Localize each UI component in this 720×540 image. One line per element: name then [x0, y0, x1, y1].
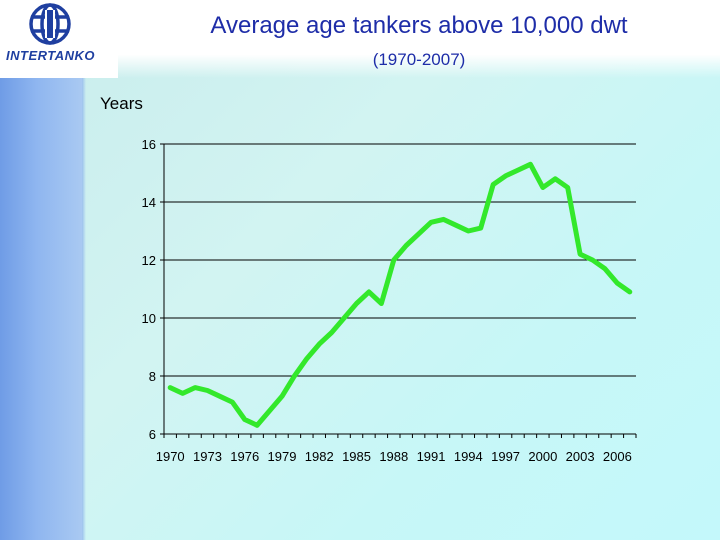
data-point: [292, 374, 296, 378]
y-tick-label: 12: [142, 253, 156, 268]
x-tick-label: 1979: [268, 449, 297, 464]
data-point: [280, 394, 284, 398]
data-point: [181, 391, 185, 395]
data-point: [603, 267, 607, 271]
data-point: [541, 186, 545, 189]
data-point: [615, 281, 619, 285]
data-point: [628, 290, 632, 294]
y-tick-label: 10: [142, 311, 156, 326]
data-point: [553, 177, 557, 181]
chart-subtitle: (1970-2007): [372, 50, 466, 69]
data-point: [404, 244, 408, 247]
data-point: [317, 342, 321, 346]
data-point: [466, 229, 470, 233]
data-point: [205, 389, 209, 392]
data-point: [342, 316, 346, 320]
y-tick-label: 14: [142, 195, 156, 210]
data-point: [355, 302, 359, 305]
x-tick-label: 2006: [603, 449, 632, 464]
header-band: [0, 0, 720, 78]
x-tick-label: 1985: [342, 449, 371, 464]
y-axis-label: Years: [100, 94, 143, 113]
data-point: [255, 423, 259, 427]
data-point: [429, 220, 433, 224]
data-point: [218, 394, 222, 398]
y-tick-label: 16: [142, 137, 156, 152]
x-tick-label: 1976: [230, 449, 259, 464]
data-point: [491, 183, 495, 187]
y-tick-label: 8: [149, 369, 156, 384]
x-tick-label: 1982: [305, 449, 334, 464]
left-decor-bar: [0, 0, 82, 540]
data-point: [479, 226, 483, 230]
data-point: [441, 217, 445, 221]
x-tick-label: 1994: [454, 449, 483, 464]
series-line: [167, 161, 633, 428]
data-point: [578, 252, 582, 256]
data-point: [243, 418, 247, 421]
x-tick-label: 1988: [379, 449, 408, 464]
data-point: [305, 357, 309, 361]
data-point: [417, 232, 421, 236]
x-tick-label: 1973: [193, 449, 222, 464]
data-point: [591, 258, 595, 262]
x-tick-label: 1991: [417, 449, 446, 464]
x-tick-label: 2000: [528, 449, 557, 464]
x-tick-label: 2003: [566, 449, 595, 464]
logo: INTERTANKO: [0, 0, 118, 78]
data-point: [454, 223, 458, 227]
logo-wordmark: INTERTANKO: [6, 48, 96, 63]
data-point: [566, 186, 570, 189]
data-point: [528, 162, 532, 166]
chart-title: Average age tankers above 10,000 dwt: [210, 12, 628, 39]
left-decor-bar-edge: [82, 0, 86, 540]
y-tick-label: 6: [149, 427, 156, 442]
x-tick-label: 1997: [491, 449, 520, 464]
data-point: [268, 409, 272, 413]
data-point: [504, 174, 508, 178]
globe-logo-icon: [29, 3, 71, 45]
x-tick-label: 1970: [156, 449, 185, 464]
data-point: [392, 258, 396, 262]
data-point: [230, 400, 234, 404]
data-point: [330, 331, 334, 334]
data-point: [193, 386, 197, 390]
data-point: [379, 302, 383, 305]
data-point: [168, 386, 172, 390]
data-point: [516, 168, 520, 172]
data-point: [367, 290, 371, 294]
